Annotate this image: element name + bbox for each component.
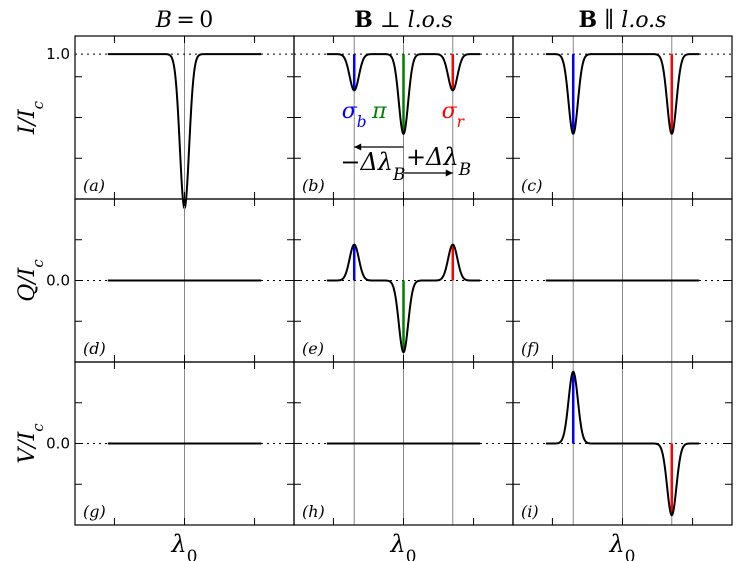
panel-label: (i) (521, 502, 539, 521)
panel-i: (i) (512, 361, 733, 526)
profile-line (545, 53, 700, 135)
sigma-r-annotation: σr (442, 99, 466, 131)
panels-layer: (a) (b) (c) (d) (e) (f) (g) (h) (i) (74, 35, 733, 526)
plus-shift-arrow-head (445, 169, 453, 177)
y-tick-label: 1.0 (46, 45, 70, 63)
profile-line (326, 53, 481, 136)
plus-shift-label: +ΔλB (406, 143, 471, 179)
panel-e: (e) (293, 198, 514, 363)
panel-label: (g) (83, 502, 106, 521)
panel-label: (f) (521, 339, 539, 358)
panel-label: (a) (83, 176, 105, 195)
panel-label: (c) (521, 176, 542, 195)
profile-line (326, 243, 481, 354)
y-axis-label: Q/Ic (15, 259, 47, 302)
y-tick-label: 0.0 (46, 272, 70, 290)
sigma-b-annotation: σb (342, 99, 367, 131)
column-title: B = 0 (155, 8, 213, 33)
y-axis-label: I/Ic (15, 100, 47, 135)
panel-h: (h) (293, 361, 514, 526)
y-tick-label: 0.0 (46, 435, 70, 453)
panel-label: (h) (302, 502, 325, 521)
profile-line (545, 370, 700, 517)
panel-label: (d) (83, 339, 106, 358)
panel-d: (d) (74, 198, 295, 363)
x-axis-label: λ0 (609, 530, 636, 561)
panel-f: (f) (512, 198, 733, 363)
column-title: B ⊥ l.o.s (354, 7, 452, 33)
y-axis-label: V/Ic (15, 423, 47, 464)
pi-annotation: π (371, 99, 387, 124)
minus-shift-arrow-head (354, 143, 362, 151)
x-axis-label: λ0 (390, 530, 417, 561)
plus-shift-arrow (403, 169, 453, 177)
panel-c: (c) (512, 35, 733, 200)
column-title: B ∥ l.o.s (579, 7, 667, 33)
panel-g: (g) (74, 361, 295, 526)
minus-shift-label: −ΔλB (340, 148, 405, 184)
minus-shift-arrow (354, 143, 404, 151)
panel-label: (e) (302, 339, 324, 358)
panel-label: (b) (302, 176, 325, 195)
x-axis-label: λ0 (171, 530, 198, 561)
panel-a: (a) (74, 35, 295, 210)
